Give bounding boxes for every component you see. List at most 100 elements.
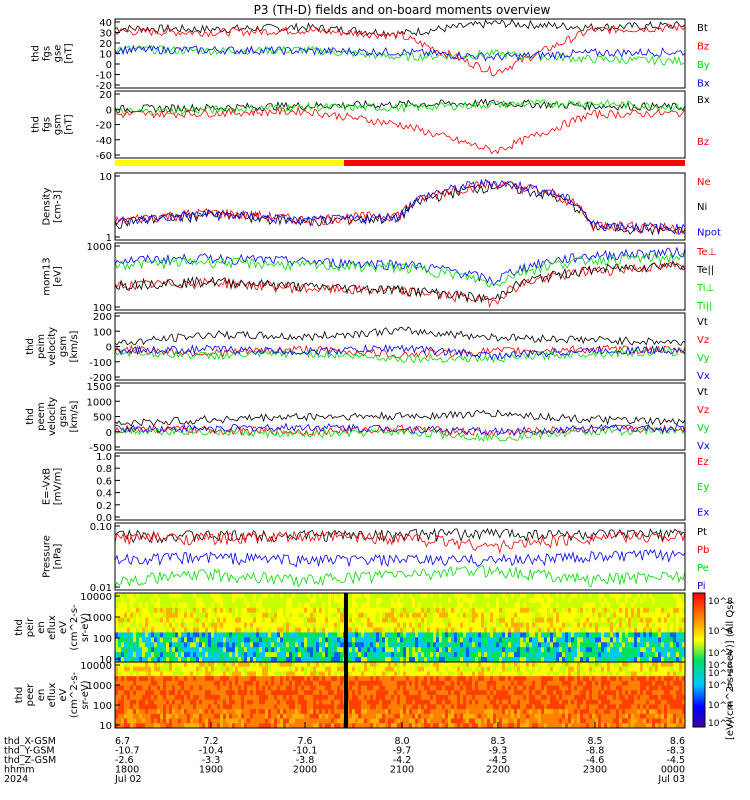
heatmap-cell <box>508 593 512 598</box>
heatmap-cell <box>316 714 320 719</box>
heatmap-cell <box>523 686 527 691</box>
heatmap-cell <box>301 613 305 618</box>
heatmap-cell <box>631 637 635 642</box>
heatmap-cell <box>283 690 287 695</box>
heatmap-cell <box>472 709 476 714</box>
heatmap-cell <box>511 709 515 714</box>
heatmap-cell <box>298 671 302 676</box>
heatmap-cell <box>601 647 605 652</box>
heatmap-cell <box>139 704 143 709</box>
heatmap-cell <box>211 647 215 652</box>
heatmap-cell <box>385 690 389 695</box>
heatmap-cell <box>400 681 404 686</box>
heatmap-cell <box>511 618 515 623</box>
heatmap-cell <box>445 704 449 709</box>
heatmap-cell <box>442 714 446 719</box>
heatmap-cell <box>313 623 317 628</box>
heatmap-cell <box>676 593 680 598</box>
heatmap-cell <box>469 603 473 608</box>
heatmap-cell <box>268 676 272 681</box>
heatmap-cell <box>259 667 263 672</box>
heatmap-cell <box>487 637 491 642</box>
heatmap-cell <box>466 690 470 695</box>
heatmap-cell <box>325 593 329 598</box>
heatmap-cell <box>160 686 164 691</box>
heatmap-cell <box>322 676 326 681</box>
heatmap-cell <box>172 690 176 695</box>
heatmap-cell <box>184 642 188 647</box>
heatmap-cell <box>556 695 560 700</box>
heatmap-cell <box>334 671 338 676</box>
heatmap-cell <box>532 603 536 608</box>
heatmap-cell <box>121 700 125 705</box>
heatmap-cell <box>376 652 380 657</box>
heatmap-cell <box>604 608 608 613</box>
heatmap-cell <box>412 628 416 633</box>
heatmap-cell <box>253 690 257 695</box>
heatmap-cell <box>349 709 353 714</box>
heatmap-cell <box>622 623 626 628</box>
heatmap-cell <box>469 613 473 618</box>
heatmap-cell <box>541 603 545 608</box>
heatmap-cell <box>310 652 314 657</box>
heatmap-cell <box>139 681 143 686</box>
heatmap-cell <box>184 647 188 652</box>
heatmap-cell <box>499 690 503 695</box>
heatmap-cell <box>385 719 389 724</box>
heatmap-cell <box>397 686 401 691</box>
heatmap-cell <box>457 671 461 676</box>
heatmap-cell <box>271 681 275 686</box>
heatmap-cell <box>331 628 335 633</box>
heatmap-cell <box>160 608 164 613</box>
heatmap-cell <box>445 667 449 672</box>
heatmap-cell <box>292 652 296 657</box>
heatmap-cell <box>190 593 194 598</box>
heatmap-cell <box>505 714 509 719</box>
y-axis-label: [km/s] <box>69 330 80 362</box>
heatmap-cell <box>163 593 167 598</box>
heatmap-cell <box>565 690 569 695</box>
heatmap-cell <box>277 686 281 691</box>
heatmap-cell <box>241 632 245 637</box>
heatmap-cell <box>121 632 125 637</box>
heatmap-cell <box>313 686 317 691</box>
heatmap-cell <box>394 700 398 705</box>
heatmap-cell <box>115 623 119 628</box>
heatmap-cell <box>301 719 305 724</box>
heatmap-cell <box>502 704 506 709</box>
heatmap-cell <box>520 598 524 603</box>
heatmap-cell <box>397 714 401 719</box>
heatmap-cell <box>400 671 404 676</box>
heatmap-cell <box>478 642 482 647</box>
heatmap-cell <box>277 681 281 686</box>
heatmap-cell <box>637 628 641 633</box>
heatmap-cell <box>262 647 266 652</box>
heatmap-cell <box>457 700 461 705</box>
heatmap-cell <box>568 667 572 672</box>
heatmap-cell <box>328 719 332 724</box>
heatmap-cell <box>472 598 476 603</box>
heatmap-cell <box>319 613 323 618</box>
heatmap-cell <box>427 700 431 705</box>
heatmap-cell <box>325 690 329 695</box>
heatmap-cell <box>403 662 407 667</box>
heatmap-cell <box>154 608 158 613</box>
heatmap-cell <box>361 676 365 681</box>
heatmap-cell <box>550 642 554 647</box>
heatmap-cell <box>190 676 194 681</box>
heatmap-cell <box>418 667 422 672</box>
heatmap-cell <box>415 695 419 700</box>
legend-entry: Vx <box>697 371 710 382</box>
heatmap-cell <box>274 598 278 603</box>
heatmap-cell <box>277 598 281 603</box>
heatmap-cell <box>448 632 452 637</box>
heatmap-cell <box>271 637 275 642</box>
panel-frame <box>115 243 685 310</box>
heatmap-cell <box>154 628 158 633</box>
heatmap-cell <box>472 608 476 613</box>
heatmap-cell <box>520 608 524 613</box>
heatmap-cell <box>529 623 533 628</box>
heatmap-cell <box>202 681 206 686</box>
heatmap-cell <box>145 642 149 647</box>
heatmap-cell <box>334 690 338 695</box>
